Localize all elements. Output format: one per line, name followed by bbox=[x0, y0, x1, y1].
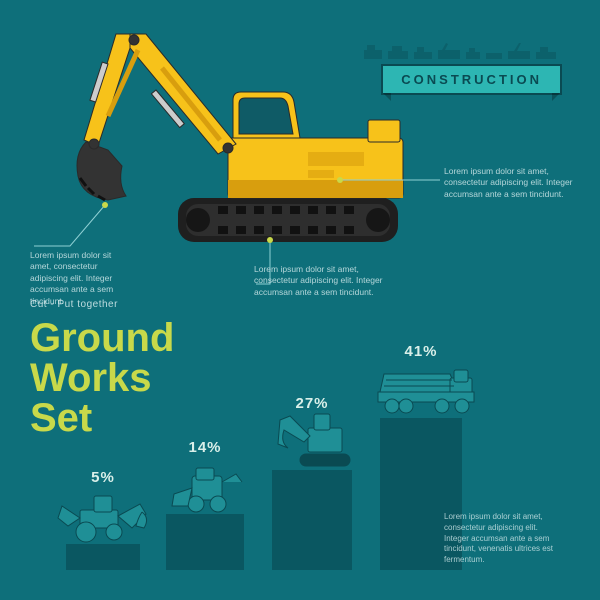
title-prefix: Cut - Put together bbox=[30, 300, 174, 310]
vehicle-backhoe-icon bbox=[54, 488, 150, 544]
bar-label: 5% bbox=[66, 469, 140, 486]
excavator-arm bbox=[77, 34, 236, 200]
callout-bottom: Lorem ipsum dolor sit amet, consectetur … bbox=[254, 264, 404, 298]
excavator-tracks bbox=[178, 198, 398, 242]
chart-bar-2: 14% bbox=[166, 514, 244, 570]
callout-text: Lorem ipsum dolor sit amet, consectetur … bbox=[254, 264, 383, 297]
callout-text: Lorem ipsum dolor sit amet, consectetur … bbox=[444, 166, 573, 199]
chart-bar-1: 5% bbox=[66, 544, 140, 570]
vehicle-skidsteer-icon bbox=[166, 464, 248, 514]
bar-label: 41% bbox=[380, 343, 462, 360]
main-title: Cut - Put together Ground Works Set bbox=[30, 300, 174, 438]
footer-text: Lorem ipsum dolor sit amet, consectetur … bbox=[444, 512, 564, 566]
callout-right: Lorem ipsum dolor sit amet, consectetur … bbox=[444, 166, 574, 200]
title-line2: Works bbox=[30, 358, 174, 398]
vehicle-dumptruck-icon bbox=[372, 360, 478, 418]
excavator-illustration bbox=[68, 20, 418, 250]
title-line3: Set bbox=[30, 398, 174, 438]
callout-text: Lorem ipsum dolor sit amet, consectetur … bbox=[30, 250, 113, 306]
vehicle-miniexcavator-icon bbox=[270, 408, 356, 470]
chart-bar-3: 27% bbox=[272, 470, 352, 570]
excavator-body bbox=[228, 92, 403, 198]
title-line1: Ground bbox=[30, 318, 174, 358]
bar-label: 14% bbox=[166, 439, 244, 456]
badge-label: CONSTRUCTION bbox=[401, 72, 542, 87]
footer-text-content: Lorem ipsum dolor sit amet, consectetur … bbox=[444, 512, 553, 564]
infographic-canvas: CONSTRUCTION bbox=[0, 0, 600, 600]
